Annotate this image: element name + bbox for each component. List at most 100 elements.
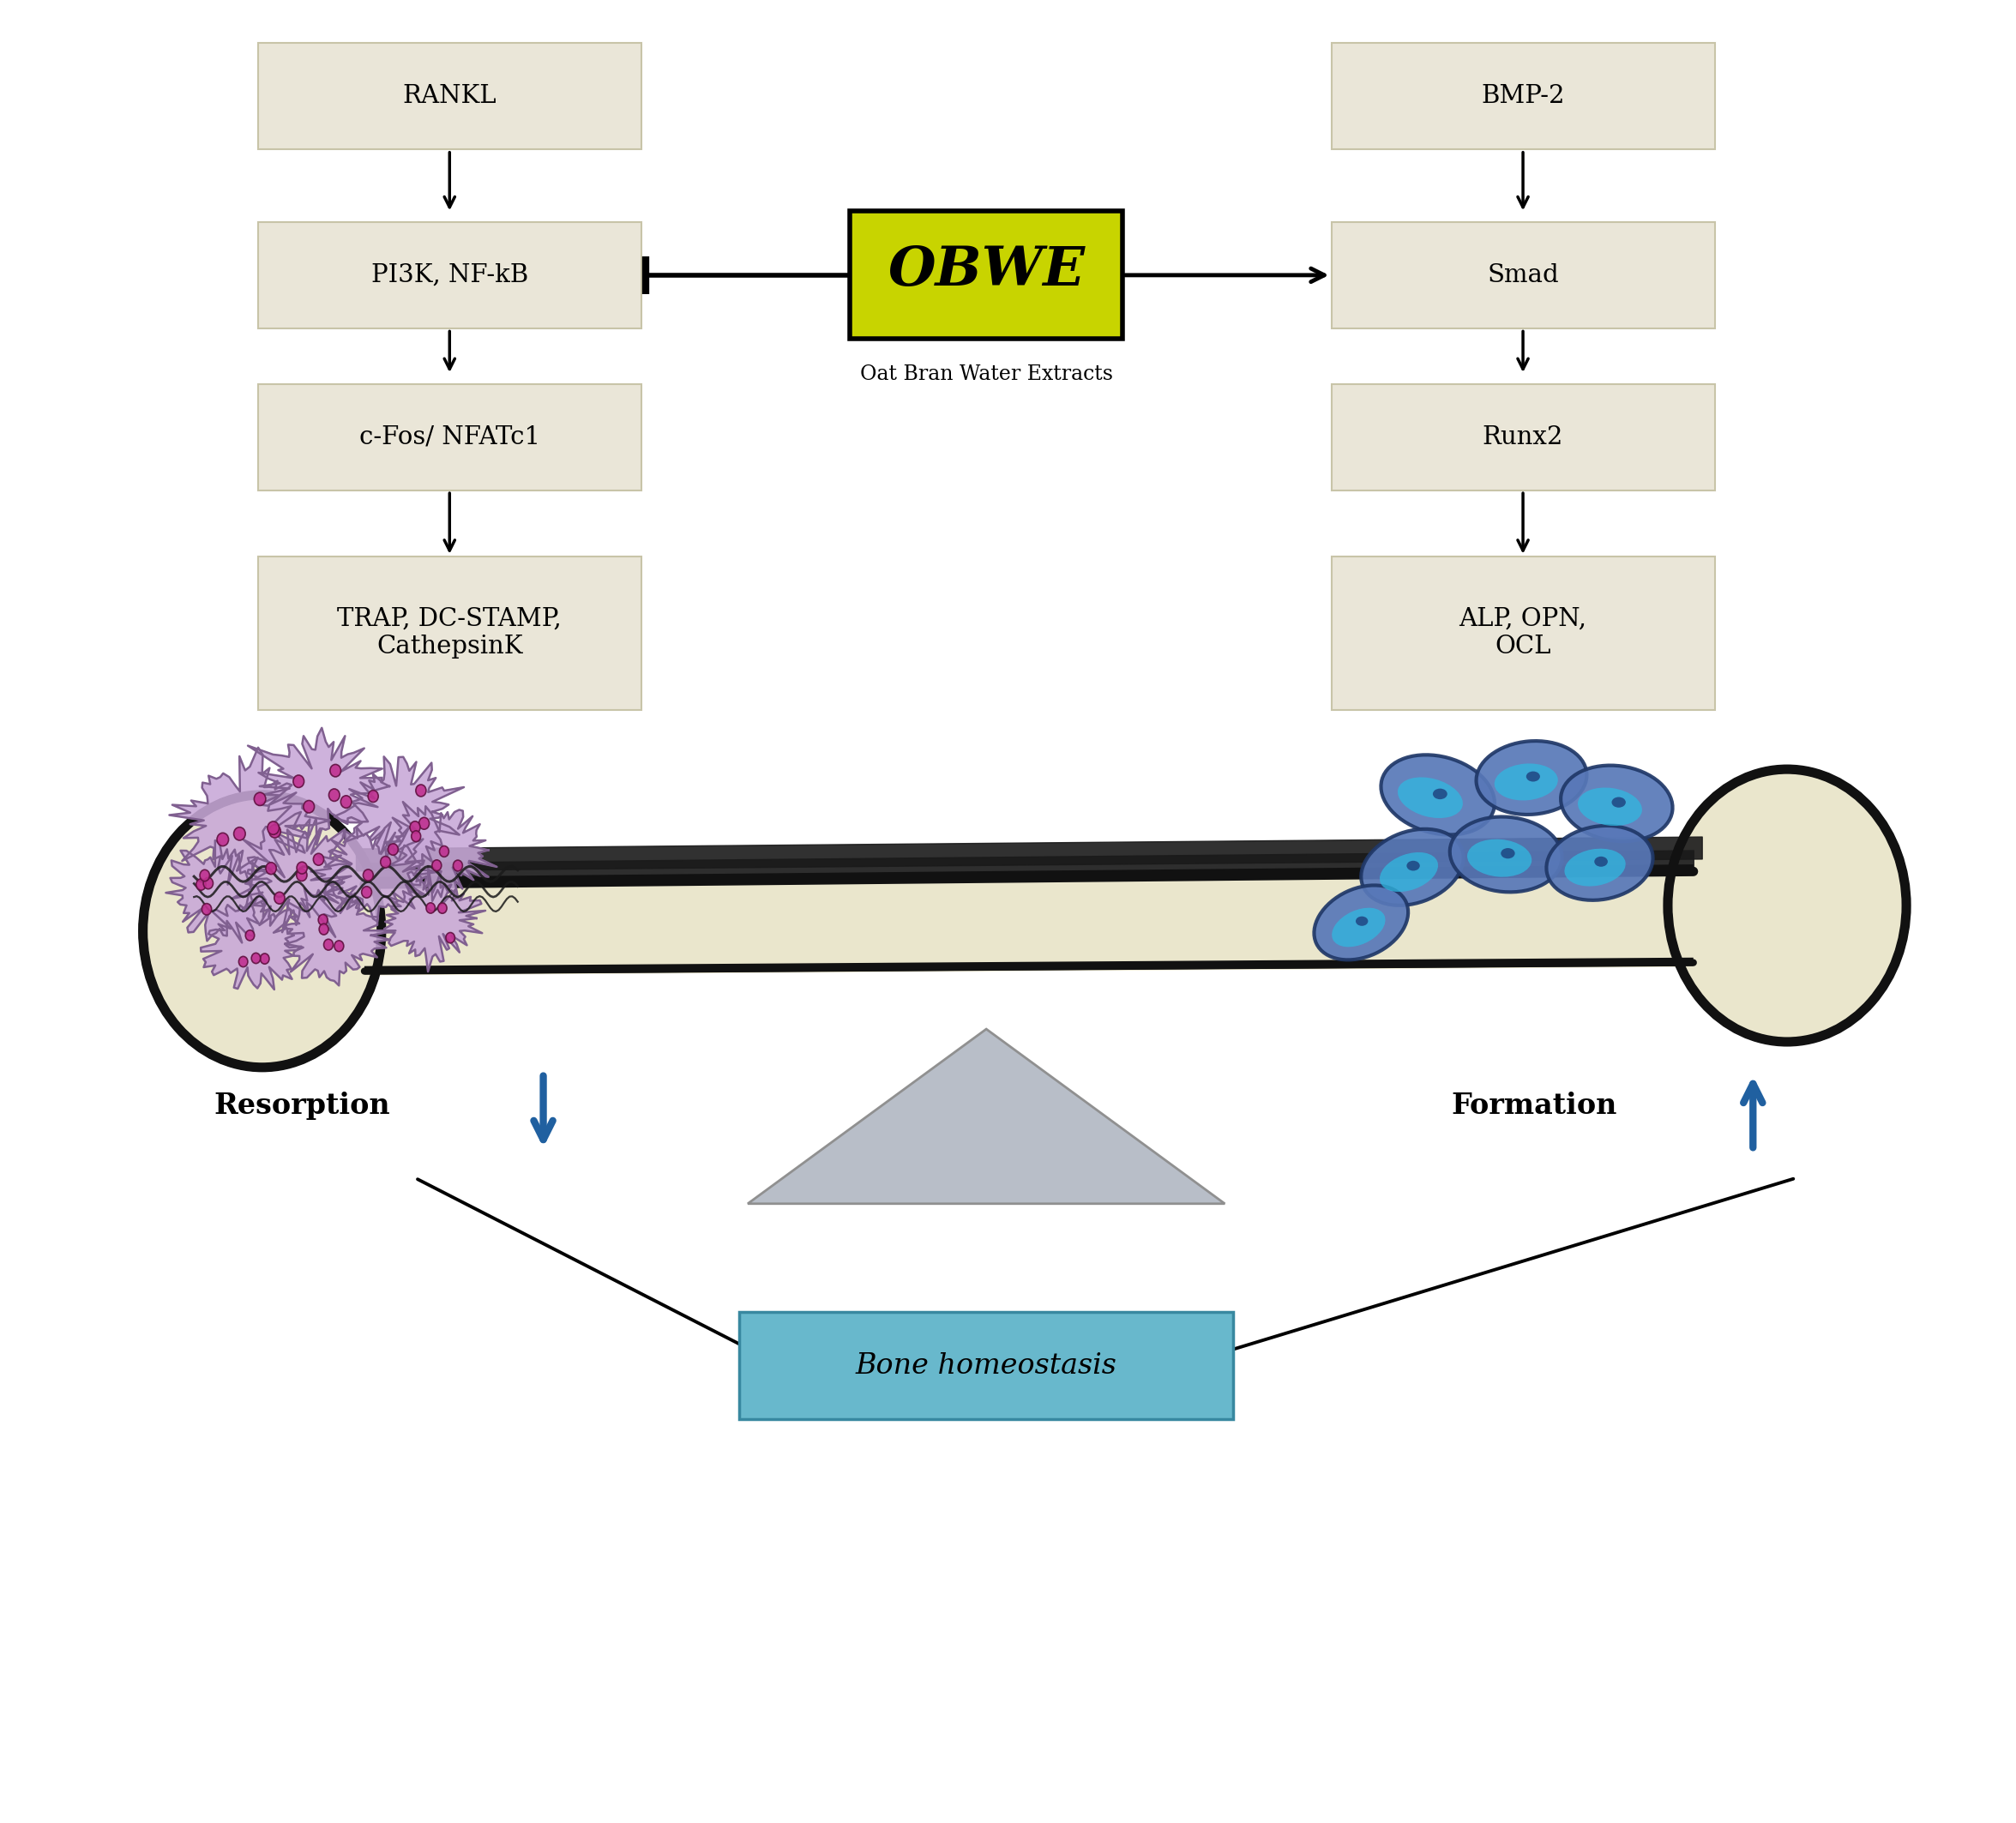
- Ellipse shape: [361, 886, 371, 899]
- FancyBboxPatch shape: [1331, 222, 1716, 328]
- Polygon shape: [365, 871, 1693, 972]
- Ellipse shape: [425, 902, 435, 913]
- Ellipse shape: [202, 904, 212, 915]
- Polygon shape: [169, 747, 329, 888]
- Ellipse shape: [415, 784, 425, 797]
- FancyBboxPatch shape: [258, 222, 641, 328]
- Ellipse shape: [196, 879, 206, 890]
- Ellipse shape: [254, 793, 266, 806]
- Ellipse shape: [1595, 857, 1607, 866]
- Ellipse shape: [409, 822, 419, 833]
- Ellipse shape: [1355, 917, 1369, 926]
- Text: Oat Bran Water Extracts: Oat Bran Water Extracts: [859, 365, 1113, 385]
- Ellipse shape: [1667, 769, 1907, 1041]
- Ellipse shape: [319, 924, 329, 935]
- Ellipse shape: [1500, 848, 1514, 859]
- Ellipse shape: [325, 939, 333, 950]
- FancyBboxPatch shape: [1331, 44, 1716, 149]
- Ellipse shape: [252, 953, 260, 964]
- Ellipse shape: [1450, 817, 1562, 891]
- Ellipse shape: [1579, 788, 1643, 826]
- Text: OBWE: OBWE: [887, 244, 1085, 297]
- Polygon shape: [232, 826, 363, 937]
- Ellipse shape: [319, 915, 329, 926]
- Ellipse shape: [292, 775, 304, 788]
- Text: Smad: Smad: [1488, 263, 1558, 288]
- Text: PI3K, NF-kB: PI3K, NF-kB: [371, 263, 528, 288]
- Ellipse shape: [200, 870, 210, 881]
- Ellipse shape: [304, 800, 314, 813]
- Ellipse shape: [218, 833, 228, 846]
- Ellipse shape: [204, 877, 214, 890]
- Ellipse shape: [331, 764, 341, 777]
- Ellipse shape: [234, 828, 246, 840]
- Polygon shape: [310, 822, 442, 921]
- Ellipse shape: [431, 860, 442, 871]
- Ellipse shape: [387, 844, 397, 855]
- FancyBboxPatch shape: [1331, 556, 1716, 709]
- Ellipse shape: [274, 891, 284, 904]
- FancyBboxPatch shape: [258, 556, 641, 709]
- Ellipse shape: [1564, 850, 1625, 886]
- Polygon shape: [383, 866, 486, 972]
- Ellipse shape: [1667, 769, 1907, 1041]
- Ellipse shape: [1361, 829, 1464, 906]
- Ellipse shape: [439, 846, 450, 857]
- FancyBboxPatch shape: [258, 385, 641, 490]
- Ellipse shape: [246, 930, 254, 941]
- Text: ALP, OPN,
OCL: ALP, OPN, OCL: [1460, 607, 1587, 658]
- Ellipse shape: [1611, 797, 1625, 808]
- Ellipse shape: [1333, 908, 1385, 946]
- Ellipse shape: [1494, 764, 1558, 800]
- Polygon shape: [202, 891, 304, 990]
- Polygon shape: [335, 757, 464, 864]
- Ellipse shape: [363, 870, 373, 881]
- Ellipse shape: [369, 791, 379, 802]
- Ellipse shape: [266, 862, 276, 875]
- Ellipse shape: [296, 862, 306, 873]
- Ellipse shape: [1476, 740, 1587, 815]
- Ellipse shape: [143, 795, 381, 1068]
- Polygon shape: [365, 871, 1693, 975]
- Polygon shape: [748, 1028, 1226, 1203]
- Text: RANKL: RANKL: [403, 84, 496, 108]
- Ellipse shape: [1433, 789, 1447, 798]
- FancyBboxPatch shape: [851, 211, 1123, 339]
- Ellipse shape: [1407, 860, 1419, 871]
- Text: c-Fos/ NFATc1: c-Fos/ NFATc1: [359, 425, 540, 448]
- Ellipse shape: [268, 822, 278, 835]
- FancyBboxPatch shape: [740, 1313, 1234, 1418]
- FancyBboxPatch shape: [1331, 385, 1716, 490]
- Ellipse shape: [1560, 766, 1673, 840]
- Polygon shape: [284, 881, 395, 986]
- Ellipse shape: [1314, 886, 1407, 961]
- Ellipse shape: [437, 902, 448, 913]
- Text: Formation: Formation: [1452, 1092, 1617, 1119]
- FancyBboxPatch shape: [258, 44, 641, 149]
- Ellipse shape: [296, 870, 306, 881]
- Text: TRAP, DC-STAMP,
CathepsinK: TRAP, DC-STAMP, CathepsinK: [337, 607, 562, 658]
- Text: Resorption: Resorption: [214, 1092, 389, 1119]
- Ellipse shape: [312, 853, 325, 866]
- Ellipse shape: [335, 941, 343, 952]
- Polygon shape: [385, 802, 496, 901]
- Ellipse shape: [1546, 826, 1653, 901]
- Ellipse shape: [1397, 777, 1464, 819]
- Polygon shape: [165, 840, 278, 942]
- Ellipse shape: [419, 817, 429, 829]
- Ellipse shape: [1526, 771, 1540, 782]
- Text: BMP-2: BMP-2: [1482, 84, 1564, 108]
- Ellipse shape: [381, 857, 391, 868]
- Ellipse shape: [1379, 853, 1437, 891]
- Ellipse shape: [268, 824, 280, 839]
- Ellipse shape: [1381, 755, 1494, 835]
- Ellipse shape: [260, 953, 270, 964]
- Ellipse shape: [454, 860, 462, 871]
- Text: Bone homeostasis: Bone homeostasis: [855, 1353, 1117, 1380]
- Text: Runx2: Runx2: [1482, 425, 1564, 448]
- Ellipse shape: [143, 795, 381, 1068]
- Polygon shape: [248, 727, 389, 844]
- Ellipse shape: [1468, 839, 1532, 877]
- Ellipse shape: [329, 789, 339, 802]
- Ellipse shape: [411, 831, 421, 842]
